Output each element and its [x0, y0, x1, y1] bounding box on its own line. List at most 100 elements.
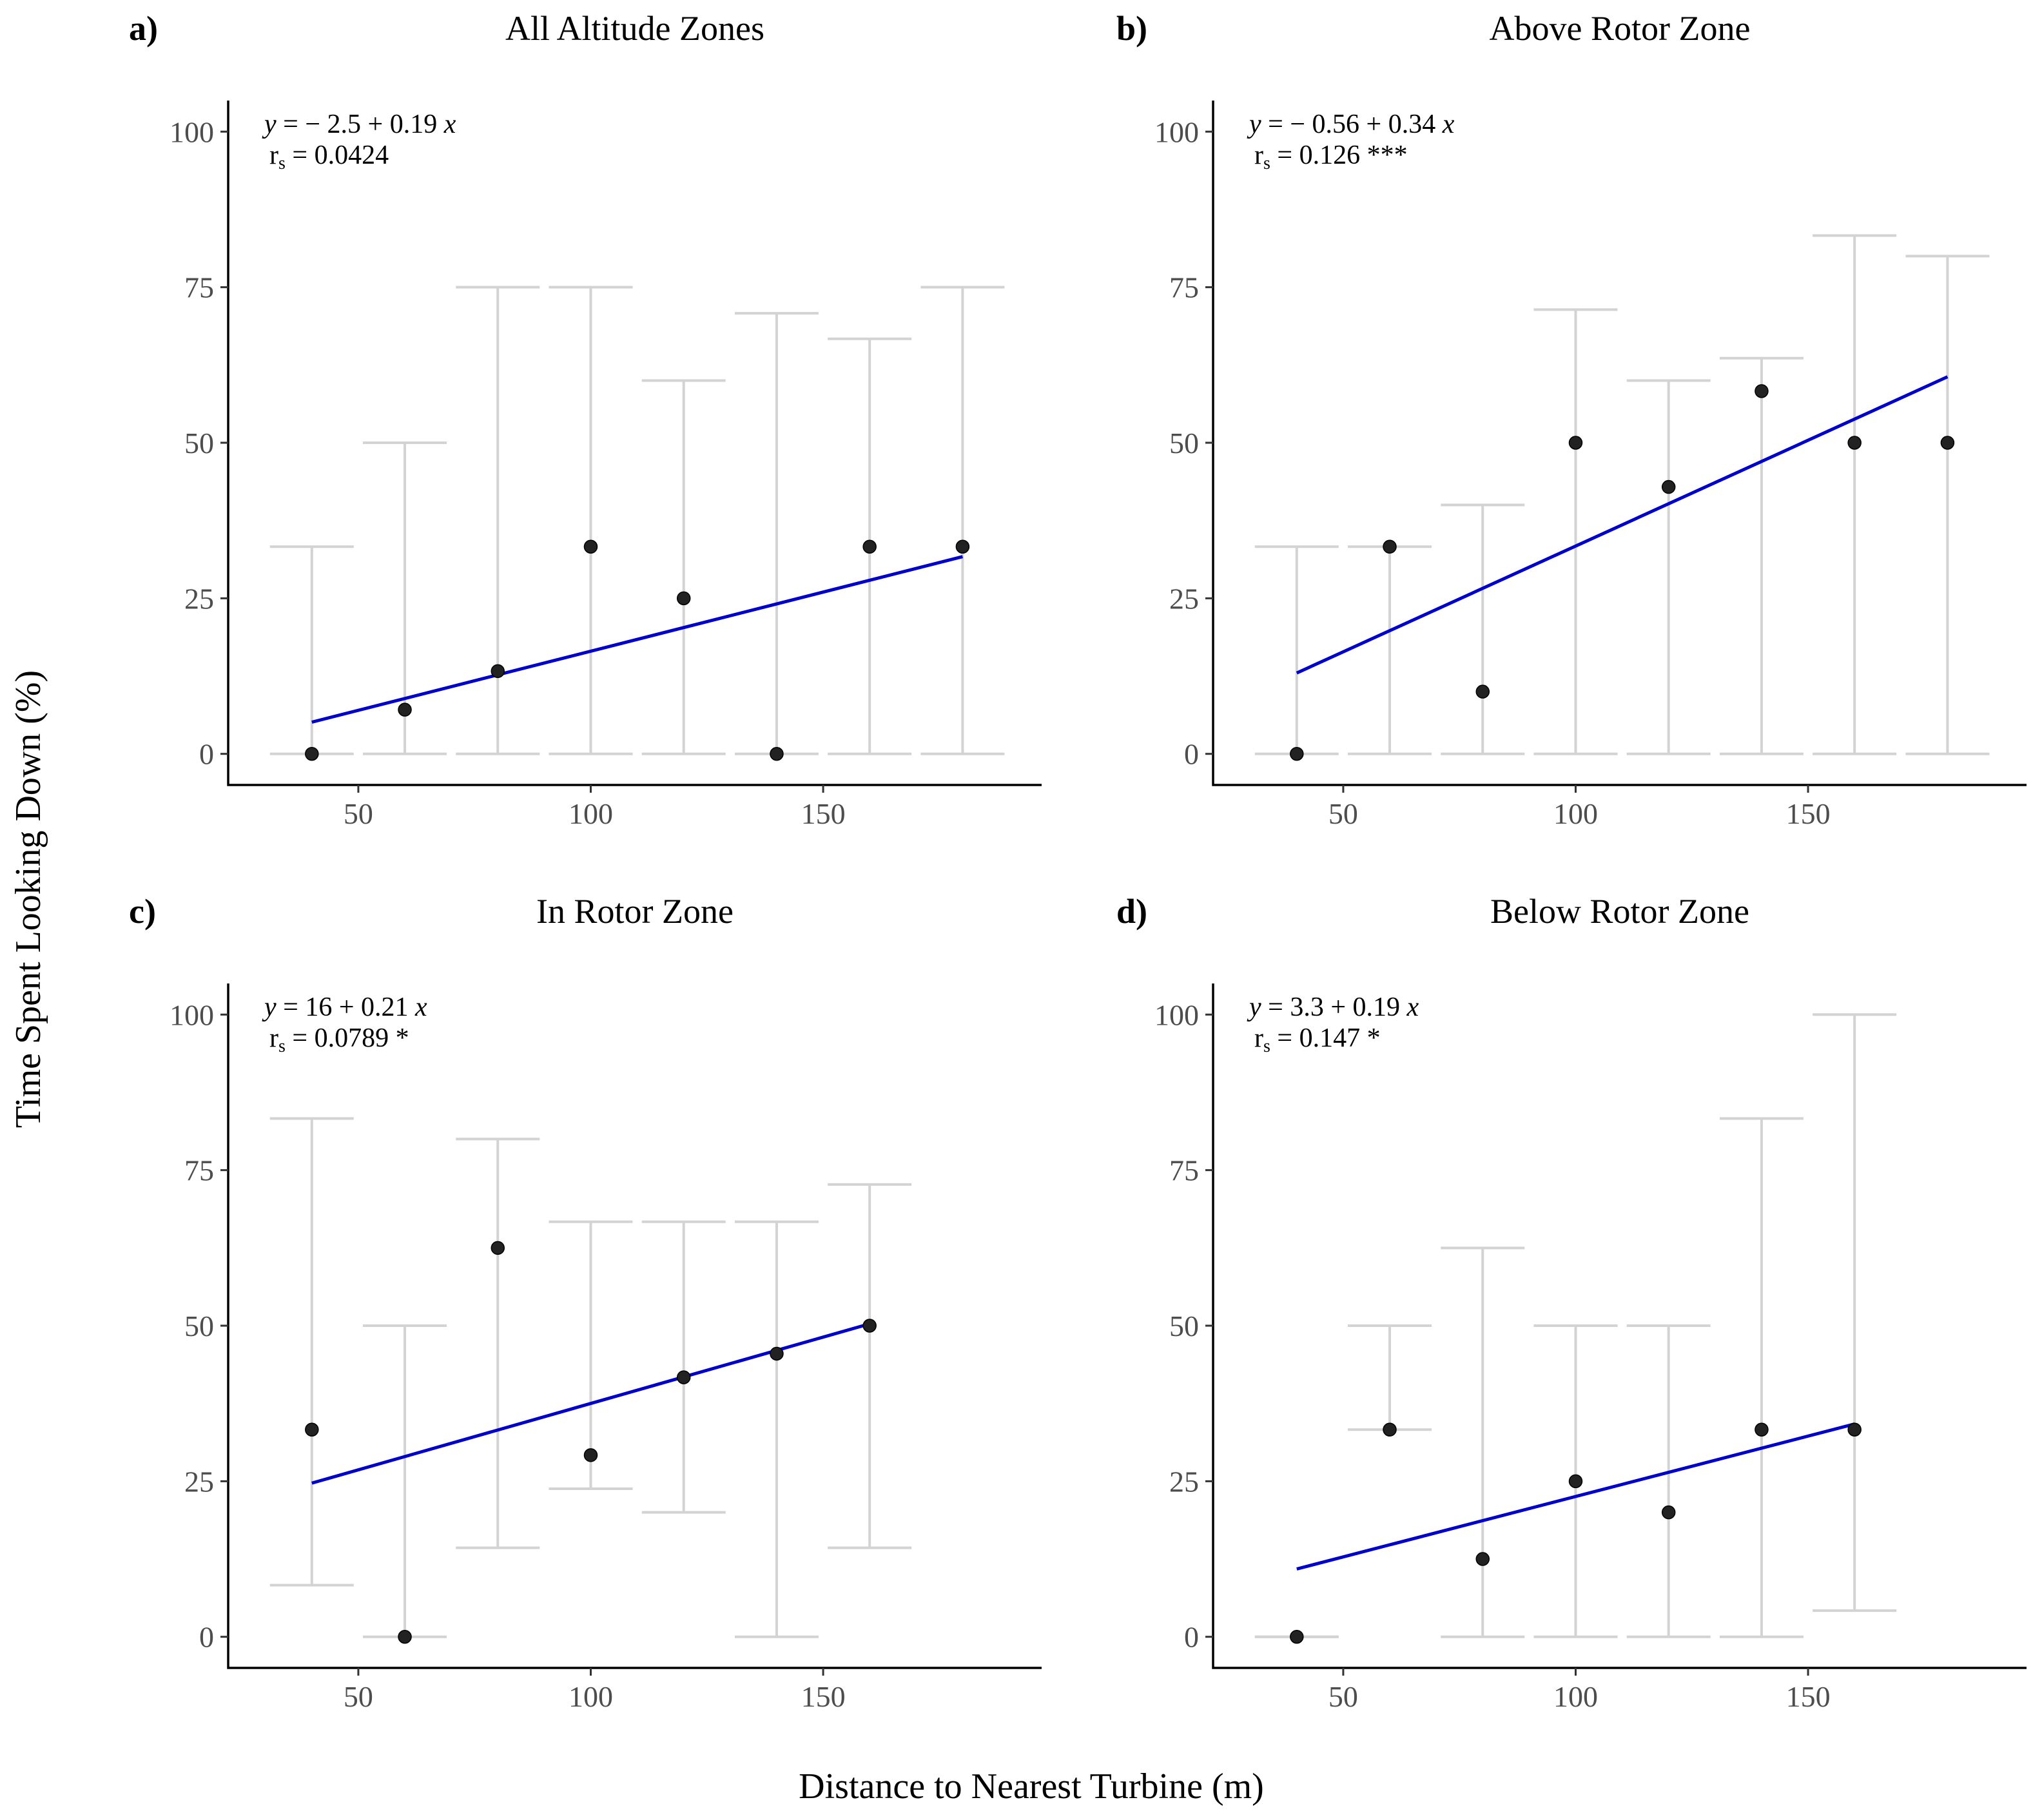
spearman-rs: rs = 0.147 * [1254, 1023, 1381, 1056]
y-tick-label: 75 [184, 1154, 214, 1187]
error-bar [456, 1138, 540, 1549]
error-bar [1348, 545, 1432, 755]
error-bar [363, 1324, 447, 1638]
error-bar [1533, 308, 1618, 755]
y-tick-label: 100 [1154, 998, 1199, 1031]
data-point [1940, 436, 1955, 450]
x-tick-label: 150 [801, 797, 846, 830]
regression-line [1296, 1422, 1855, 1571]
regression-line [311, 555, 964, 724]
spearman-rs: rs = 0.0424 [269, 140, 389, 173]
equation-part [332, 992, 339, 1022]
y-tick-label: 25 [1169, 582, 1199, 615]
data-point [862, 1319, 877, 1333]
error-bar [1254, 545, 1339, 755]
y-tick-label: 0 [199, 1621, 214, 1654]
error-bar [828, 1183, 912, 1549]
spearman-rs: rs = 0.126 *** [1254, 140, 1408, 173]
equation-part [298, 110, 306, 139]
y-tick-label: 75 [1169, 1154, 1199, 1187]
panel-title: Above Rotor Zone [1490, 9, 1751, 48]
equation-part: = [283, 110, 298, 139]
rs-symbol: r [269, 140, 278, 170]
equation-part: + 0.21 [339, 992, 409, 1022]
data-point [305, 746, 319, 761]
error-bar [1441, 1246, 1525, 1638]
spearman-rs: rs = 0.0789 * [269, 1023, 409, 1056]
rs-symbol: r [1254, 1023, 1263, 1053]
equation-part: 3.3 [1290, 992, 1324, 1022]
equation-part: + 0.19 [368, 110, 438, 139]
error-bar [1626, 1324, 1711, 1638]
regression-equation: y = − 0.56 + 0.34 x [1247, 110, 1455, 139]
error-bar [269, 545, 354, 755]
data-point [862, 539, 877, 554]
rs-symbol: r [1254, 140, 1263, 170]
data-point [1383, 1422, 1397, 1437]
rs-subscript: s [1263, 153, 1270, 173]
x-axis-title: Distance to Nearest Turbine (m) [799, 1767, 1264, 1806]
data-point [1755, 1422, 1769, 1437]
equation-part [1359, 110, 1366, 139]
error-bar [1813, 1013, 1897, 1612]
equation-part: = [283, 992, 298, 1022]
error-bar [1441, 503, 1525, 755]
x-tick-label: 100 [1553, 797, 1598, 830]
panel-letter: d) [1116, 892, 1147, 931]
x-tick-label: 50 [1328, 1680, 1358, 1713]
panel-title: All Altitude Zones [505, 9, 764, 48]
equation-part: = [1268, 110, 1283, 139]
data-point [1661, 479, 1676, 494]
regression-equation: y = 16 + 0.21 x [262, 992, 427, 1022]
error-bar [1905, 255, 1990, 755]
data-point [1661, 1505, 1676, 1520]
equation-part: y [262, 992, 277, 1022]
x-tick-label: 100 [569, 1680, 613, 1713]
x-tick-label: 150 [1786, 797, 1831, 830]
error-bar [734, 312, 819, 755]
equation-part [361, 110, 368, 139]
equation-part [1400, 992, 1407, 1022]
data-point [583, 1448, 598, 1462]
equation-part: + 0.34 [1366, 110, 1436, 139]
x-tick-label: 150 [801, 1680, 846, 1713]
y-axis-title: Time Spent Looking Down (%) [8, 670, 48, 1128]
panel-4: d) Below Rotor Zone 0 25 50 75 100 50 100 150 y = … [1116, 892, 2027, 1713]
data-point [1290, 746, 1304, 761]
y-tick-label: 0 [199, 738, 214, 771]
y-tick-label: 25 [184, 582, 214, 615]
error-bar [920, 286, 1005, 755]
panel-letter: b) [1116, 9, 1147, 48]
data-point [1568, 436, 1583, 450]
data-point [676, 591, 691, 606]
data-point [1755, 384, 1769, 398]
regression-equation: y = 3.3 + 0.19 x [1247, 992, 1419, 1022]
error-bar [641, 1220, 726, 1514]
y-tick-label: 50 [1169, 427, 1199, 460]
panel-title: In Rotor Zone [536, 892, 734, 931]
panel-3: c) In Rotor Zone 0 25 50 75 100 50 100 150 y = 16 … [129, 892, 1042, 1713]
equation-part: x [414, 992, 427, 1022]
data-point [1475, 684, 1490, 699]
data-point [676, 1370, 691, 1384]
rs-subscript: s [278, 1036, 286, 1056]
equation-part [298, 992, 306, 1022]
rs-value: = 0.147 * [1270, 1023, 1381, 1053]
data-point [583, 539, 598, 554]
equation-part: = [1268, 992, 1283, 1022]
data-point [1847, 436, 1862, 450]
error-bar [1719, 1117, 1804, 1638]
x-tick-label: 50 [1328, 797, 1358, 830]
error-bar [1813, 234, 1897, 755]
x-tick-label: 100 [569, 797, 613, 830]
error-bar [1719, 356, 1804, 755]
y-tick-label: 50 [1169, 1310, 1199, 1342]
rs-value: = 0.126 *** [1270, 140, 1408, 170]
panel-2: b) Above Rotor Zone 0 25 50 75 100 50 100 150 y = … [1116, 9, 2027, 830]
error-bar [549, 1220, 633, 1490]
error-bar [641, 379, 726, 755]
data-point [491, 664, 505, 679]
equation-part: − 2.5 [305, 110, 361, 139]
data-point [1847, 1422, 1862, 1437]
rs-value: = 0.0789 * [286, 1023, 409, 1053]
